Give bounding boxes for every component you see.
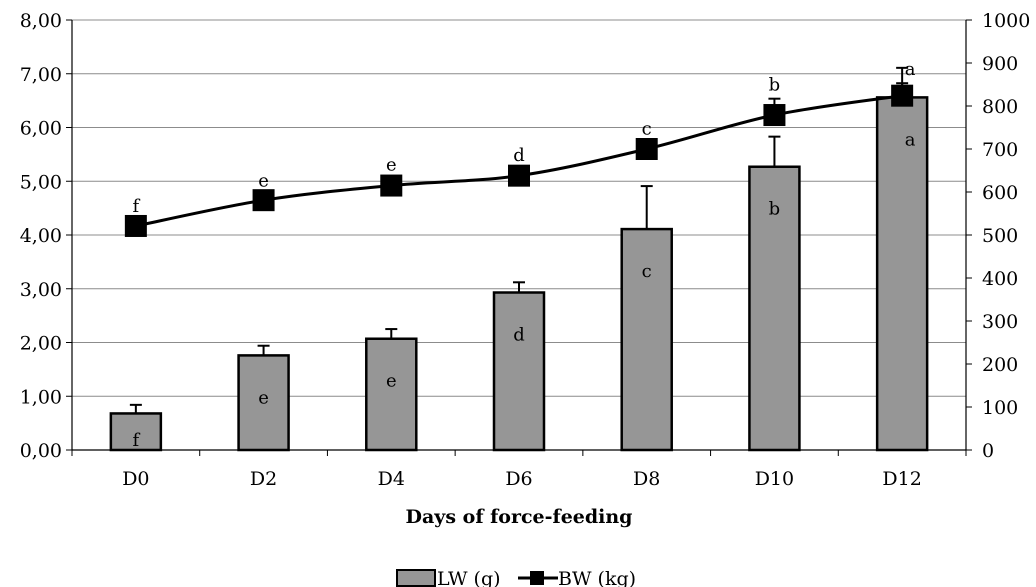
bar xyxy=(492,291,546,452)
left-tick-label: 4,00 xyxy=(20,225,62,247)
right-tick-label: 900 xyxy=(982,53,1018,75)
right-tick-label: 400 xyxy=(982,268,1018,290)
left-tick-label: 1,00 xyxy=(20,386,62,408)
line-significance-letter: e xyxy=(258,171,269,192)
right-tick-label: 0 xyxy=(982,440,994,462)
left-tick-label: 3,00 xyxy=(20,279,62,301)
bar-series-lw: f e e d c b a xyxy=(109,66,929,452)
legend-swatch-lw xyxy=(396,569,436,587)
x-tick-label: D8 xyxy=(633,468,660,490)
line-significance-letter: e xyxy=(386,155,397,176)
right-tick-label: 200 xyxy=(982,354,1018,376)
line-significance-letter: b xyxy=(769,75,781,96)
x-tick-label: D6 xyxy=(505,468,532,490)
x-tick-label: D10 xyxy=(755,468,794,490)
right-axis-ticks: 0 100 200 300 400 500 600 700 800 900 1000 xyxy=(966,10,1030,462)
x-tick-label: D2 xyxy=(250,468,277,490)
line-series-bw: f e e d c b a xyxy=(124,59,916,237)
legend: LW (g) BW (kg) xyxy=(396,568,636,587)
line-significance-letter: d xyxy=(513,145,525,166)
bar-significance-letter: e xyxy=(258,387,269,408)
bar xyxy=(748,165,801,452)
x-axis-title: Days of force-feeding xyxy=(406,506,633,528)
bar-significance-letter: c xyxy=(642,261,652,282)
bar-significance-letter: a xyxy=(905,129,916,150)
left-axis-ticks: 0,00 1,00 2,00 3,00 4,00 5,00 6,00 7,00 8,00 xyxy=(20,10,72,462)
bw-marker xyxy=(380,174,403,197)
bar-significance-letter: f xyxy=(133,430,141,451)
bw-marker xyxy=(635,138,658,160)
left-tick-label: 5,00 xyxy=(20,171,62,193)
legend-label-bw: BW (kg) xyxy=(558,568,636,587)
legend-label-lw: LW (g) xyxy=(437,568,501,587)
bw-marker xyxy=(508,164,530,187)
bw-marker xyxy=(252,189,275,212)
x-tick-label: D0 xyxy=(122,468,149,490)
bar xyxy=(365,337,418,452)
legend-marker-bw xyxy=(530,571,544,585)
right-tick-label: 300 xyxy=(982,311,1018,333)
bar xyxy=(237,354,290,452)
x-axis-ticks: D0 D2 D4 D6 D8 D10 D12 xyxy=(71,450,967,490)
bw-marker xyxy=(763,104,786,127)
right-tick-label: 100 xyxy=(982,397,1018,419)
left-tick-label: 7,00 xyxy=(20,64,62,86)
line-significance-letter: f xyxy=(133,196,141,217)
left-tick-label: 0,00 xyxy=(20,440,62,462)
right-tick-label: 600 xyxy=(982,182,1018,204)
bar-significance-letter: d xyxy=(513,325,525,346)
bw-marker xyxy=(891,84,914,107)
x-tick-label: D12 xyxy=(882,468,921,490)
x-tick-label: D4 xyxy=(378,468,405,490)
right-tick-label: 800 xyxy=(982,96,1018,118)
right-tick-label: 500 xyxy=(982,225,1018,247)
line-significance-letter: a xyxy=(905,59,916,80)
left-tick-label: 2,00 xyxy=(20,333,62,355)
right-tick-label: 700 xyxy=(982,139,1018,161)
left-tick-label: 6,00 xyxy=(20,118,62,140)
bar-significance-letter: b xyxy=(769,199,781,220)
bar xyxy=(109,412,163,452)
bw-marker xyxy=(124,214,147,237)
right-tick-label: 1000 xyxy=(982,10,1030,32)
bar xyxy=(875,96,929,452)
bar-significance-letter: e xyxy=(386,371,397,392)
line-significance-letter: c xyxy=(642,119,652,140)
left-tick-label: 8,00 xyxy=(20,10,62,32)
